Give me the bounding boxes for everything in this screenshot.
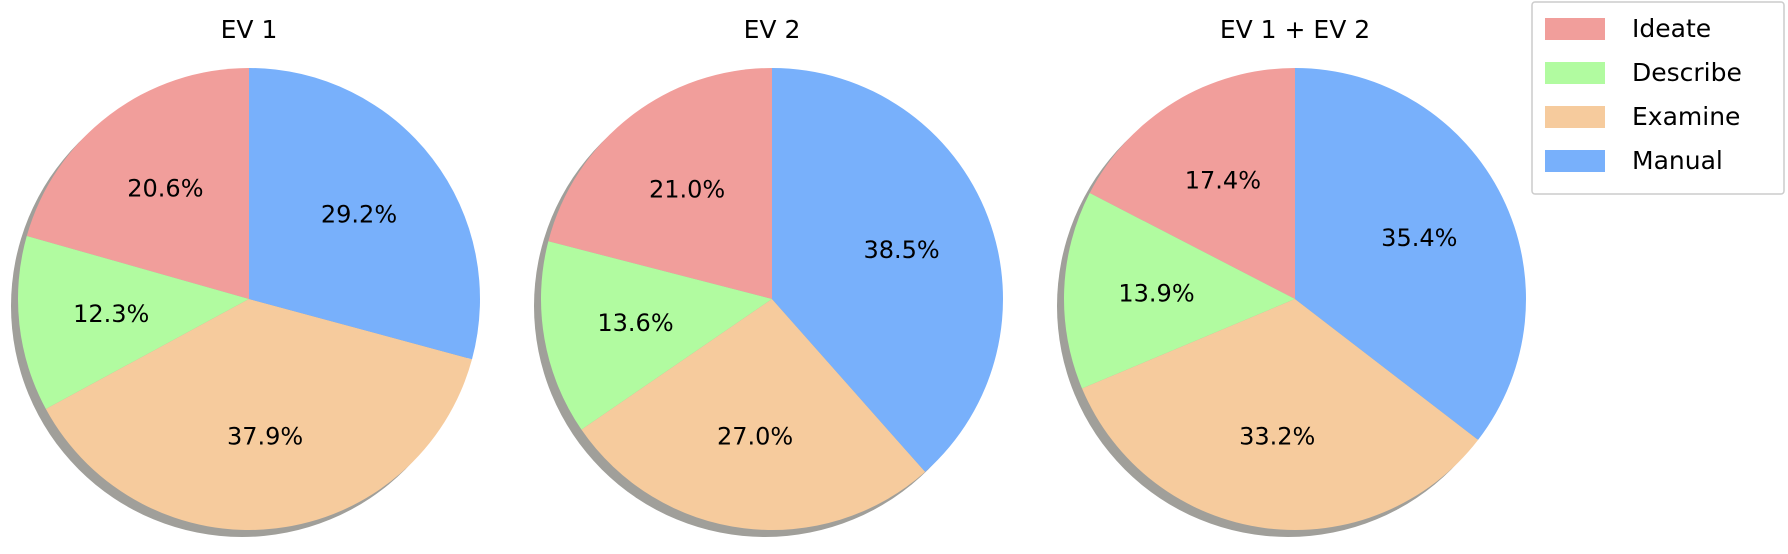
legend-swatch-ideate: [1545, 18, 1605, 40]
chart-title: EV 2: [744, 15, 801, 44]
pie-slice-ideate: [26, 68, 249, 299]
pie-ev-2: EV 2 21.0% 13.6% 27.0% 38.5%: [534, 15, 1004, 537]
legend-item-manual: Manual: [1545, 146, 1723, 175]
legend-swatch-examine: [1545, 106, 1605, 128]
legend-item-describe: Describe: [1545, 58, 1742, 87]
slice-label-examine: 33.2%: [1239, 422, 1315, 450]
legend-item-ideate: Ideate: [1545, 14, 1711, 43]
slice-label-ideate: 20.6%: [127, 174, 203, 202]
pie-slice-ideate: [548, 68, 772, 299]
pie-slice-examine: [1082, 299, 1479, 530]
legend: Ideate Describe Examine Manual: [1531, 1, 1785, 195]
slice-label-describe: 13.9%: [1118, 280, 1194, 308]
slice-label-manual: 29.2%: [321, 201, 397, 229]
legend-swatch-manual: [1545, 150, 1605, 172]
pie-slice-manual: [249, 68, 480, 360]
legend-label-examine: Examine: [1632, 102, 1740, 131]
slice-label-ideate: 17.4%: [1185, 167, 1261, 195]
pie-ev-1-ev-2: EV 1 + EV 2 17.4% 13.9% 33.2% 35.4%: [1057, 15, 1527, 537]
pie-slice-describe: [18, 235, 249, 410]
legend-label-manual: Manual: [1632, 146, 1723, 175]
pie-charts: EV 1 20.6% 12.3% 37.9% 29.2% EV 2 21.0% 13.6% 27…: [11, 15, 1527, 537]
legend-label-describe: Describe: [1632, 58, 1742, 87]
pie-slice-examine: [581, 299, 926, 531]
slice-label-examine: 37.9%: [227, 423, 303, 451]
pie-ev-1: EV 1 20.6% 12.3% 37.9% 29.2%: [11, 15, 480, 537]
pie-slice-describe: [1063, 193, 1295, 389]
legend-label-ideate: Ideate: [1632, 14, 1711, 43]
pie-slice-manual: [1295, 68, 1527, 440]
slice-label-examine: 27.0%: [717, 423, 793, 451]
slice-label-manual: 35.4%: [1381, 224, 1457, 252]
chart-title: EV 1 + EV 2: [1220, 15, 1370, 44]
slice-label-manual: 38.5%: [863, 236, 939, 264]
legend-frame: [1531, 1, 1785, 195]
legend-item-examine: Examine: [1545, 102, 1740, 131]
slice-label-ideate: 21.0%: [649, 175, 725, 203]
legend-swatch-describe: [1545, 62, 1605, 84]
slice-label-describe: 13.6%: [597, 309, 673, 337]
pie-slice-describe: [540, 241, 772, 430]
pie-slice-manual: [772, 68, 1004, 472]
pie-slice-ideate: [1089, 68, 1295, 299]
chart-title: EV 1: [221, 15, 278, 44]
slice-label-describe: 12.3%: [73, 300, 149, 328]
pie-slice-examine: [45, 299, 472, 530]
